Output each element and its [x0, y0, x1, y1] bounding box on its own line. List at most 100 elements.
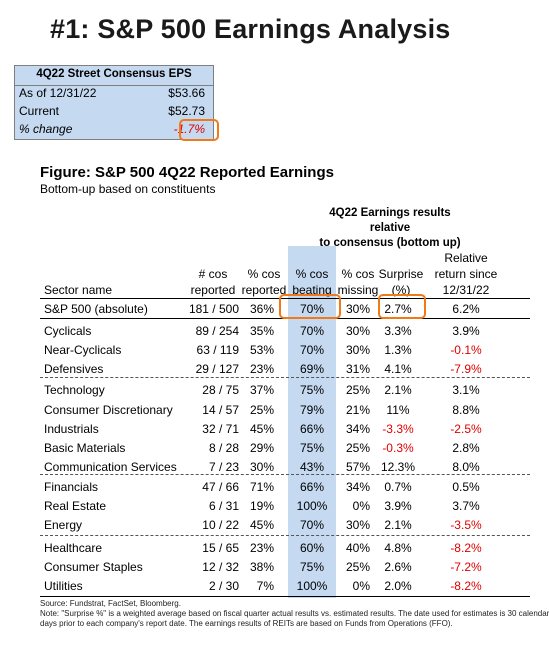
header-line: beating: [292, 283, 332, 297]
figure-subtitle: Bottom-up based on constituents: [40, 182, 216, 196]
figure-title: Figure: S&P 500 4Q22 Reported Earnings: [40, 164, 334, 181]
sp500-surprise-highlight: [378, 294, 426, 319]
surprise-cell: 4.1%: [384, 362, 412, 376]
relative-return-cell: 2.8%: [452, 441, 480, 455]
header-line: reported: [241, 283, 287, 297]
cos-reported-cell: 89 / 254: [195, 324, 239, 338]
pct-reported-cell: 37%: [249, 383, 274, 397]
consensus-row-asof: As of 12/31/22 $53.66: [19, 86, 205, 104]
cos-reported-cell: 181 / 500: [188, 302, 239, 316]
pct-missing-cell: 21%: [345, 403, 370, 417]
header-cos-reported: # cos reported: [185, 266, 241, 298]
surprise-cell: 3.9%: [384, 499, 412, 513]
pct-beating-cell: 100%: [296, 579, 328, 593]
change-highlight-box: [179, 119, 219, 141]
pct-beating-cell: 66%: [299, 480, 325, 494]
sector-name-cell: Energy: [44, 518, 83, 532]
cos-reported-cell: 7 / 23: [208, 460, 239, 474]
pct-reported-cell: 25%: [249, 403, 274, 417]
pct-missing-cell: 0%: [352, 579, 370, 593]
pct-reported-cell: 35%: [249, 324, 274, 338]
pct-missing-cell: 31%: [345, 362, 370, 376]
header-line: Relative: [444, 251, 488, 265]
consensus-label: % change: [19, 122, 73, 136]
pct-beating-cell: 75%: [299, 383, 325, 397]
header-beating: % cos beating: [288, 266, 336, 298]
pct-missing-cell: 30%: [345, 343, 370, 357]
surprise-cell: 4.8%: [384, 541, 412, 555]
cos-reported-cell: 32 / 71: [202, 422, 239, 436]
cos-reported-cell: 29 / 127: [195, 362, 239, 376]
sector-name-cell: Consumer Staples: [44, 560, 143, 574]
consensus-header: 4Q22 Street Consensus EPS: [36, 68, 192, 80]
consensus-value: $52.73: [168, 104, 205, 118]
sector-name-cell: Industrials: [44, 422, 99, 436]
cos-reported-cell: 6 / 31: [208, 499, 239, 513]
relative-return-cell: -2.5%: [450, 422, 482, 436]
header-sector: Sector name: [44, 283, 113, 297]
sector-name-cell: Healthcare: [44, 541, 103, 555]
pct-reported-cell: 7%: [256, 579, 274, 593]
header-line: Surprise: [378, 267, 424, 281]
header-relative-return: Relative return since 12/31/22: [428, 250, 504, 298]
group-header-line: 4Q22 Earnings results relative: [329, 207, 451, 234]
header-line: % cos: [295, 267, 329, 281]
sector-name-cell: Defensives: [44, 362, 104, 376]
header-line: % cos: [341, 267, 375, 281]
sp500-beating-highlight: [279, 294, 341, 319]
surprise-cell: 0.7%: [384, 480, 412, 494]
sector-name-cell: Near-Cyclicals: [44, 343, 122, 357]
pct-beating-cell: 75%: [299, 560, 325, 574]
sector-name-cell: Cyclicals: [44, 324, 92, 338]
group-header: 4Q22 Earnings results relative to consen…: [310, 206, 470, 251]
pct-beating-cell: 43%: [299, 460, 325, 474]
surprise-cell: 2.1%: [384, 383, 412, 397]
relative-return-cell: 3.7%: [452, 499, 480, 513]
consensus-row-change: % change -1.7%: [19, 122, 205, 140]
group-header-line: to consensus (bottom up): [319, 237, 461, 249]
pct-beating-cell: 75%: [299, 441, 325, 455]
pct-missing-cell: 34%: [345, 422, 370, 436]
cos-reported-cell: 8 / 28: [208, 441, 239, 455]
sector-name-cell: Basic Materials: [44, 441, 126, 455]
consensus-label: Current: [19, 104, 60, 118]
footnote-note: days prior to each company's report date…: [40, 619, 453, 628]
pct-beating-cell: 79%: [299, 403, 325, 417]
pct-beating-cell: 66%: [299, 422, 325, 436]
surprise-cell: -3.3%: [382, 422, 414, 436]
pct-missing-cell: 25%: [345, 441, 370, 455]
consensus-change-value: -1.7%: [173, 122, 205, 136]
pct-missing-cell: 34%: [345, 480, 370, 494]
pct-reported-cell: 45%: [249, 422, 274, 436]
pct-reported-cell: 30%: [249, 460, 274, 474]
cos-reported-cell: 2 / 30: [208, 579, 239, 593]
sector-name-cell: S&P 500 (absolute): [44, 302, 148, 316]
header-line: reported: [190, 283, 236, 297]
bottom-rule: [40, 596, 530, 597]
relative-return-cell: -8.2%: [450, 579, 482, 593]
pct-reported-cell: 29%: [249, 441, 274, 455]
surprise-cell: 2.1%: [384, 518, 412, 532]
header-line: return since: [434, 267, 498, 281]
cos-reported-cell: 12 / 32: [202, 560, 239, 574]
consensus-row-current: Current $52.73: [19, 104, 205, 122]
surprise-cell: 2.0%: [384, 579, 412, 593]
surprise-cell: 3.3%: [384, 324, 412, 338]
header-line: missing: [337, 283, 379, 297]
surprise-cell: 2.6%: [384, 560, 412, 574]
pct-reported-cell: 36%: [249, 302, 274, 316]
sector-name-cell: Utilities: [44, 579, 83, 593]
sector-name-cell: Consumer Discretionary: [44, 403, 173, 417]
pct-missing-cell: 25%: [345, 383, 370, 397]
pct-reported-cell: 45%: [249, 518, 274, 532]
consensus-eps-box: 4Q22 Street Consensus EPS As of 12/31/22…: [14, 65, 219, 141]
pct-beating-cell: 60%: [299, 541, 325, 555]
header-rule: [40, 298, 530, 299]
consensus-label: As of 12/31/22: [19, 86, 97, 100]
relative-return-cell: 0.5%: [452, 480, 480, 494]
surprise-cell: 1.3%: [384, 343, 412, 357]
header-line: # cos: [198, 267, 228, 281]
relative-return-cell: -0.1%: [450, 343, 482, 357]
section-rule: [40, 535, 530, 536]
sector-name-cell: Real Estate: [44, 499, 107, 513]
